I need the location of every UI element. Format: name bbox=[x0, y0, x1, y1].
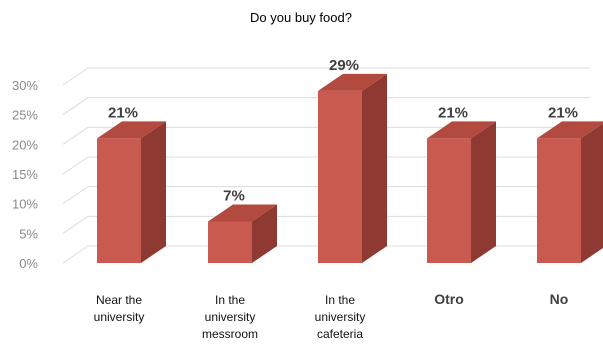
data-label: 21% bbox=[438, 104, 468, 121]
gridline bbox=[62, 245, 590, 264]
x-tick-label: In the university messroom bbox=[202, 293, 258, 341]
chart-title: Do you buy food? bbox=[250, 10, 352, 25]
bar-front bbox=[208, 221, 252, 263]
gridline bbox=[62, 156, 590, 175]
bar-side bbox=[252, 204, 277, 263]
bars bbox=[97, 73, 603, 264]
y-tick-label: 30% bbox=[12, 78, 38, 93]
bar bbox=[208, 204, 277, 263]
bar-top bbox=[318, 73, 387, 91]
gridline bbox=[62, 186, 590, 205]
bar-side bbox=[141, 121, 166, 264]
y-tick-label: 20% bbox=[12, 137, 38, 152]
gridline bbox=[62, 67, 590, 86]
bar-front bbox=[537, 138, 581, 263]
gridline bbox=[62, 97, 590, 116]
y-axis: 0% 5% 10% 15% 20% 25% 30% bbox=[12, 78, 38, 271]
bar bbox=[537, 121, 603, 263]
bar-side bbox=[471, 121, 496, 264]
bar-side bbox=[581, 123, 603, 263]
bar bbox=[427, 121, 496, 264]
bar-front bbox=[97, 138, 141, 263]
bar-front bbox=[318, 90, 362, 263]
data-label: 29% bbox=[329, 57, 359, 74]
grid bbox=[62, 67, 590, 264]
data-labels: 21% 7% 29% 21% 21% bbox=[108, 57, 578, 205]
bar bbox=[97, 121, 166, 264]
x-tick-label: Otro bbox=[434, 291, 464, 307]
x-tick-label: In the university cafeteria bbox=[315, 293, 366, 341]
gridline bbox=[62, 215, 590, 234]
y-tick-label: 5% bbox=[19, 226, 38, 241]
bar-top bbox=[537, 121, 603, 139]
gridline bbox=[62, 126, 590, 145]
bar-side bbox=[362, 73, 387, 263]
x-tick-label: Near the university bbox=[94, 293, 145, 324]
y-tick-label: 15% bbox=[12, 167, 38, 182]
y-tick-label: 0% bbox=[19, 256, 38, 271]
y-tick-label: 25% bbox=[12, 108, 38, 123]
bar-top bbox=[97, 121, 166, 139]
bar-top bbox=[427, 121, 496, 139]
data-label: 21% bbox=[548, 104, 578, 121]
bar-front bbox=[427, 138, 471, 263]
x-tick-label: No bbox=[550, 291, 569, 307]
bar-top bbox=[208, 204, 277, 222]
y-tick-label: 10% bbox=[12, 197, 38, 212]
bar bbox=[318, 73, 387, 263]
data-label: 21% bbox=[108, 104, 138, 121]
x-axis: Near the university In the university messro… bbox=[94, 291, 569, 341]
data-label: 7% bbox=[223, 187, 245, 204]
